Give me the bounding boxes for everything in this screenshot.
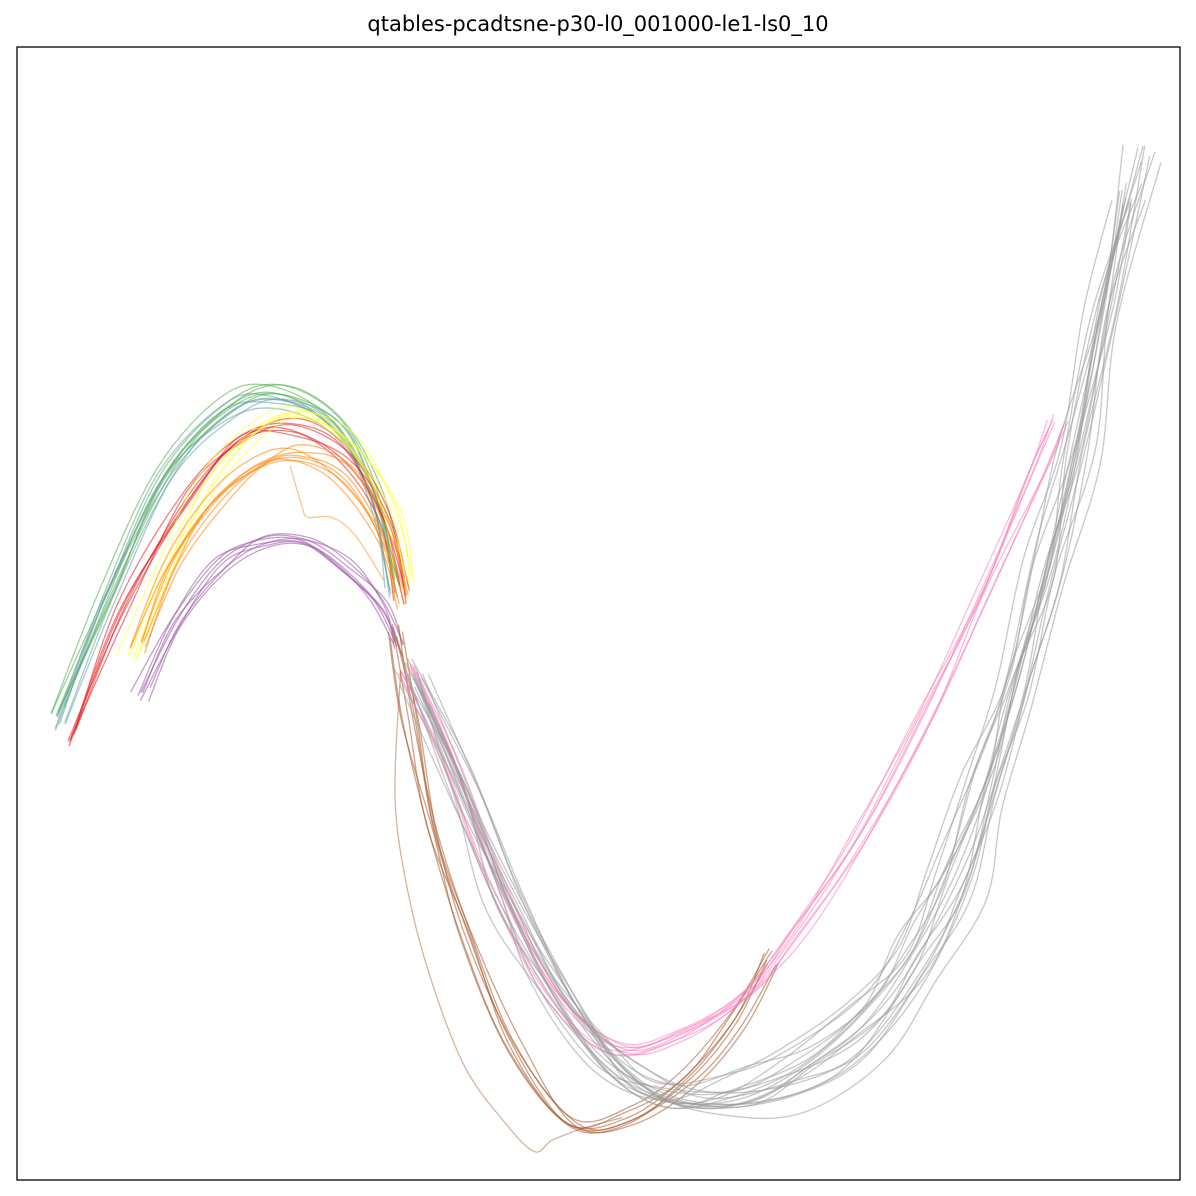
- series-line-teal-5: [64, 398, 398, 723]
- series-line-green-0: [57, 383, 396, 713]
- series-line-yellow-1: [134, 413, 411, 664]
- series-line-brown-6: [391, 624, 765, 1130]
- series-line-purple-6: [142, 537, 404, 694]
- series-line-pink-3: [406, 413, 1055, 1049]
- series-line-brown-0: [397, 624, 770, 1123]
- series-line-gray-outer-4: [418, 160, 1143, 1110]
- series-line-red-3: [67, 429, 405, 741]
- series-line-teal-4: [54, 397, 392, 729]
- series-line-green-2: [63, 384, 406, 708]
- series-line-purple-5: [148, 542, 403, 702]
- series-line-brown-5: [387, 631, 768, 1132]
- series-line-brown-1: [389, 637, 769, 1134]
- series-line-brown-outlier-0: [394, 669, 623, 1153]
- series-line-gray-main-3: [407, 182, 1127, 1085]
- series-line-gray-outer-3: [420, 145, 1146, 1100]
- plot-frame: [16, 46, 1181, 1181]
- series-line-pink-2: [411, 420, 1069, 1052]
- series-line-gray-main-10: [407, 197, 1127, 1109]
- series-line-gray-outer-7: [414, 147, 1139, 1106]
- series-line-orange-0: [144, 454, 407, 648]
- series-line-yellow-5: [126, 415, 406, 658]
- series-line-red-2: [68, 426, 395, 747]
- series-line-pink-5: [412, 425, 1064, 1056]
- series-line-purple-3: [139, 540, 396, 702]
- series-line-gray-outer-2: [428, 162, 1162, 1120]
- series-line-gray-main-8: [413, 205, 1124, 1105]
- series-line-pink-4: [398, 428, 1050, 1056]
- chart-title: qtables-pcadtsne-p30-l0_001000-le1-ls0_1…: [367, 12, 829, 36]
- series-line-brown-3: [395, 636, 777, 1131]
- series-line-pink-1: [401, 419, 1048, 1052]
- series-line-orange-5: [141, 456, 400, 644]
- series-line-gray-outer-1: [428, 151, 1156, 1106]
- series-line-orange-1: [129, 458, 399, 649]
- series-line-yellow-3: [116, 405, 396, 656]
- series-line-purple-4: [140, 534, 396, 693]
- series-line-red-1: [73, 422, 406, 735]
- series-line-pink-7: [400, 421, 1056, 1057]
- series-line-orange-2: [144, 459, 406, 654]
- series-line-orange-outlier-0: [289, 465, 384, 581]
- series-line-orange-4: [129, 447, 396, 647]
- series-line-gray-main-5: [403, 200, 1113, 1105]
- series-line-brown-4: [401, 631, 780, 1134]
- series-line-gray-main-2: [392, 190, 1121, 1101]
- series-line-brown-2: [392, 627, 773, 1129]
- series-line-orange-6: [143, 451, 409, 642]
- series-line-orange-3: [140, 444, 408, 642]
- series-line-gray-main-9: [411, 183, 1143, 1087]
- series-line-pink-6: [413, 421, 1066, 1049]
- series-line-gray-outer-5: [416, 145, 1144, 1094]
- series-lines: [50, 144, 1162, 1153]
